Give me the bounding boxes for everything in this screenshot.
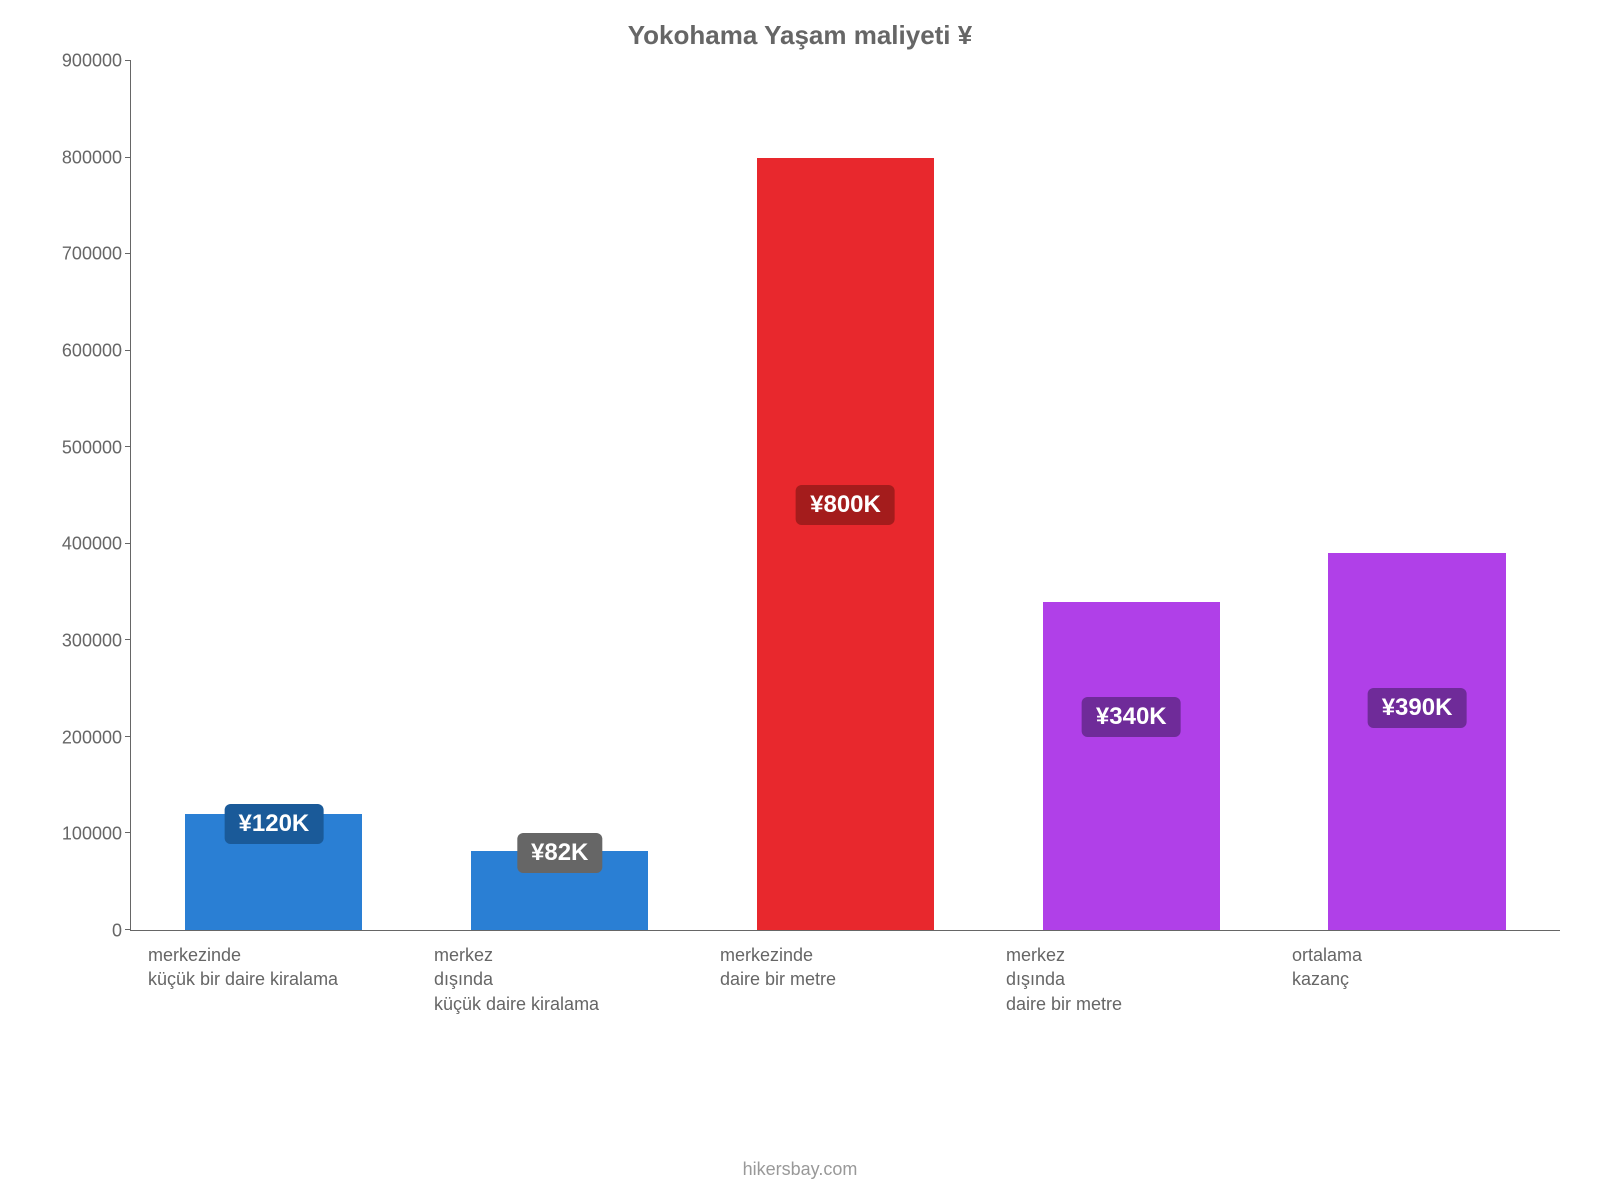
y-tick-mark [125,253,131,254]
y-tick-mark [125,543,131,544]
x-axis: merkezinde küçük bir daire kiralamamerke… [130,931,1560,1016]
bar: ¥390K [1328,553,1505,930]
bar-slot: ¥340K [988,61,1274,930]
y-tick-label: 100000 [40,824,122,845]
y-tick-mark [125,832,131,833]
y-tick-label: 0 [40,921,122,942]
bar-value-badge: ¥390K [1368,688,1467,728]
plot-row: 0100000200000300000400000500000600000700… [40,61,1560,931]
plot-area: ¥120K ¥82K ¥800K ¥340K ¥390K [130,61,1560,931]
y-tick-label: 200000 [40,727,122,748]
bar-value-badge: ¥82K [517,833,602,873]
x-axis-label: ortalama kazanç [1274,931,1560,1016]
chart-title: Yokohama Yaşam maliyeti ¥ [40,20,1560,51]
x-axis-label: merkezinde daire bir metre [702,931,988,1016]
y-tick-mark [125,157,131,158]
y-axis: 0100000200000300000400000500000600000700… [40,61,130,931]
y-tick-mark [125,639,131,640]
y-tick-mark [125,350,131,351]
bar-value-badge: ¥340K [1082,697,1181,737]
bar-slot: ¥82K [417,61,703,930]
x-axis-label: merkezinde küçük bir daire kiralama [130,931,416,1016]
bars-layer: ¥120K ¥82K ¥800K ¥340K ¥390K [131,61,1560,930]
y-tick-mark [125,60,131,61]
bar-slot: ¥390K [1274,61,1560,930]
y-tick-mark [125,446,131,447]
y-tick-label: 400000 [40,534,122,555]
bar-value-badge: ¥120K [225,804,324,844]
y-tick-label: 600000 [40,341,122,362]
bar-slot: ¥800K [703,61,989,930]
y-tick-label: 700000 [40,244,122,265]
x-axis-label: merkez dışında daire bir metre [988,931,1274,1016]
bar-slot: ¥120K [131,61,417,930]
bar: ¥800K [757,158,934,930]
y-tick-label: 300000 [40,631,122,652]
bar: ¥340K [1043,602,1220,930]
y-tick-mark [125,736,131,737]
y-tick-label: 800000 [40,147,122,168]
y-tick-mark [125,929,131,930]
chart-container: Yokohama Yaşam maliyeti ¥ 0 100000 200000 3… [40,20,1560,1120]
attribution-text: hikersbay.com [0,1159,1600,1180]
y-tick-label: 900000 [40,51,122,72]
bar: ¥120K [185,814,362,930]
bar: ¥82K [471,851,648,930]
y-tick-label: 500000 [40,437,122,458]
x-axis-label: merkez dışında küçük daire kiralama [416,931,702,1016]
bar-value-badge: ¥800K [796,485,895,525]
